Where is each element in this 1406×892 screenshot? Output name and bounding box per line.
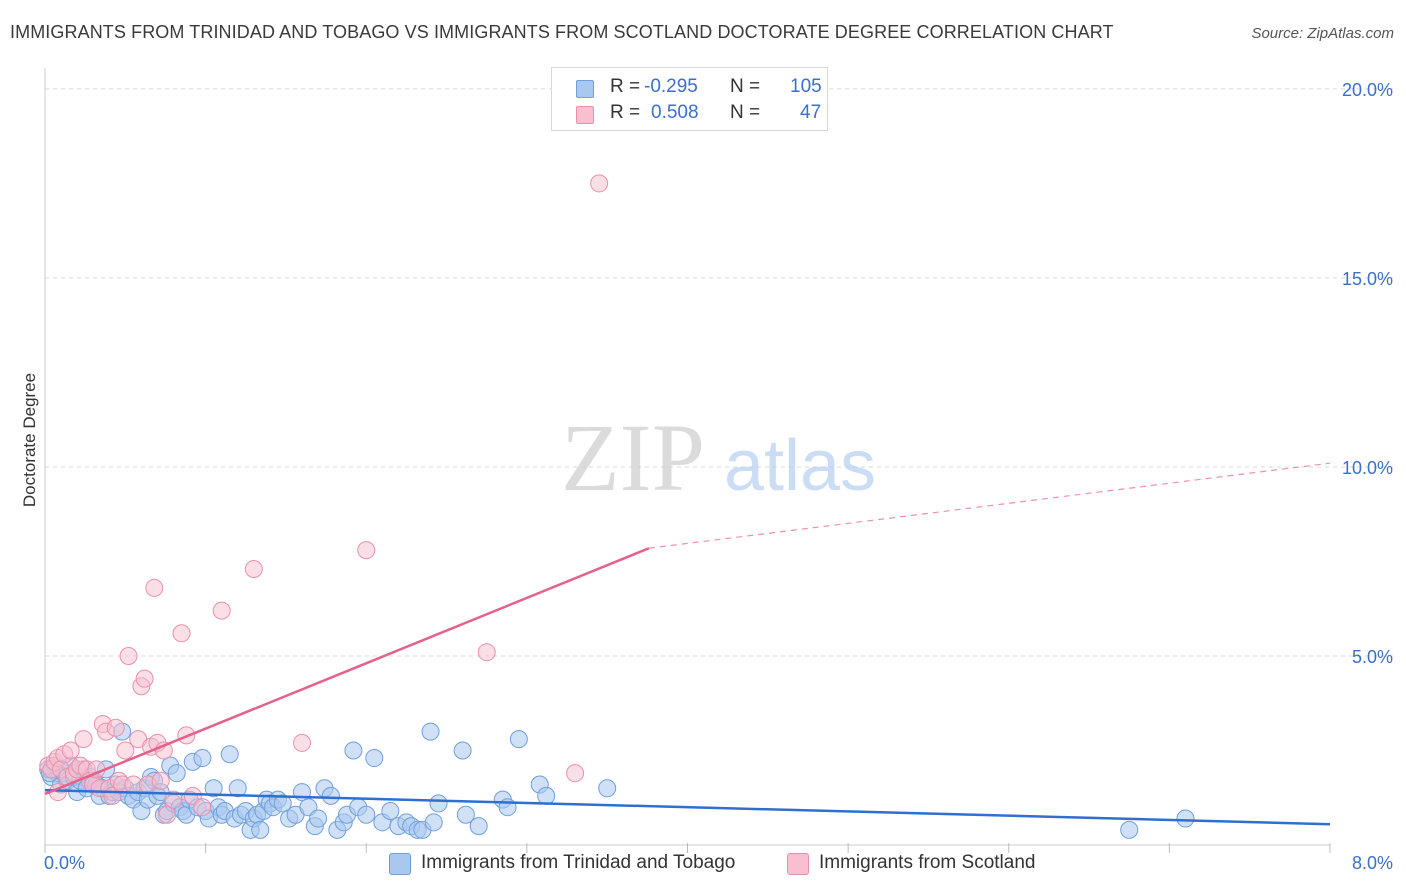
data-point-trinidad (469, 817, 488, 836)
bottom-legend-label: Immigrants from Scotland (819, 852, 1036, 873)
data-point-trinidad (421, 722, 440, 741)
data-point-trinidad (453, 741, 472, 760)
legend-swatch-blue (576, 80, 594, 98)
trend-line-trinidad (44, 788, 1331, 826)
data-point-trinidad (365, 749, 384, 768)
tick-labels: 5.0% 10.0% 15.0% 20.0% 0.0% 8.0% (44, 80, 1393, 873)
data-point-trinidad (381, 801, 400, 820)
data-point-trinidad (309, 809, 328, 828)
data-point-trinidad (321, 786, 340, 805)
data-point-scotland (135, 669, 154, 688)
legend-n-label: N = (730, 76, 761, 97)
data-point-scotland (106, 718, 125, 737)
trend-line-scotland (44, 547, 650, 796)
data-point-scotland (193, 798, 212, 817)
legend-r-label: R = (610, 102, 641, 123)
data-point-trinidad (344, 741, 363, 760)
legend-swatch-pink (576, 106, 594, 124)
data-point-scotland (212, 601, 231, 620)
data-point-trinidad (273, 794, 292, 813)
axes (44, 68, 1331, 853)
legend-n-value: 47 (800, 102, 822, 123)
data-point-trinidad (228, 779, 247, 798)
legend-r-value: -0.295 (644, 76, 698, 97)
watermark-atlas: atlas (724, 426, 876, 506)
correlation-legend: R = -0.295 N = 105 R = 0.508 N = 47 (551, 67, 828, 131)
bottom-legend-swatch-blue (389, 853, 411, 875)
data-point-scotland (293, 733, 311, 752)
data-point-trinidad (1120, 820, 1139, 839)
data-point-scotland (116, 741, 135, 760)
data-point-trinidad (537, 786, 556, 805)
data-point-scotland (164, 790, 183, 809)
legend-n-label: N = (730, 102, 761, 123)
data-point-trinidad (167, 764, 186, 783)
watermark-zip: ZIP (561, 404, 705, 511)
chart-title: IMMIGRANTS FROM TRINIDAD AND TOBAGO VS I… (10, 22, 1114, 42)
data-point-scotland (477, 643, 496, 662)
y-tick-label: 20.0% (1342, 80, 1393, 100)
data-point-trinidad (220, 745, 239, 764)
x-tick-label: 0.0% (44, 853, 85, 873)
data-point-trinidad (509, 730, 528, 749)
bottom-legend-label: Immigrants from Trinidad and Tobago (421, 852, 736, 873)
legend-n-value: 105 (790, 76, 822, 97)
x-tick-label: 8.0% (1352, 853, 1393, 873)
bottom-legend-swatch-pink (787, 853, 809, 875)
data-point-scotland (61, 741, 80, 760)
data-point-scotland (590, 174, 609, 193)
data-point-scotland (119, 646, 138, 665)
data-point-trinidad (456, 805, 475, 824)
data-point-trinidad (204, 779, 223, 798)
data-point-trinidad (424, 813, 443, 832)
legend-r-label: R = (610, 76, 641, 97)
data-point-scotland (172, 624, 191, 643)
data-point-scotland (158, 805, 177, 824)
data-point-scotland (145, 578, 164, 597)
data-point-scotland (566, 764, 585, 783)
data-point-trinidad (1176, 809, 1195, 828)
series-scotland-points (39, 174, 609, 824)
y-tick-label: 15.0% (1342, 269, 1393, 289)
y-tick-label: 10.0% (1342, 458, 1393, 478)
series-trinidad-points (39, 722, 1195, 839)
data-point-trinidad (598, 779, 617, 798)
data-point-trinidad (251, 820, 270, 839)
trend-lines (44, 462, 1331, 826)
trend-line-scotland-extension (648, 462, 1331, 549)
data-point-scotland (244, 560, 263, 579)
data-point-scotland (151, 771, 170, 790)
y-tick-label: 5.0% (1352, 647, 1393, 667)
data-point-trinidad (429, 794, 448, 813)
data-point-trinidad (357, 805, 376, 824)
watermark: ZIP atlas (561, 404, 876, 511)
data-point-trinidad (193, 749, 212, 768)
data-point-scotland (74, 730, 93, 749)
legend-r-value: 0.508 (651, 102, 699, 123)
data-point-scotland (357, 541, 376, 560)
source-label: Source: ZipAtlas.com (1251, 25, 1394, 42)
